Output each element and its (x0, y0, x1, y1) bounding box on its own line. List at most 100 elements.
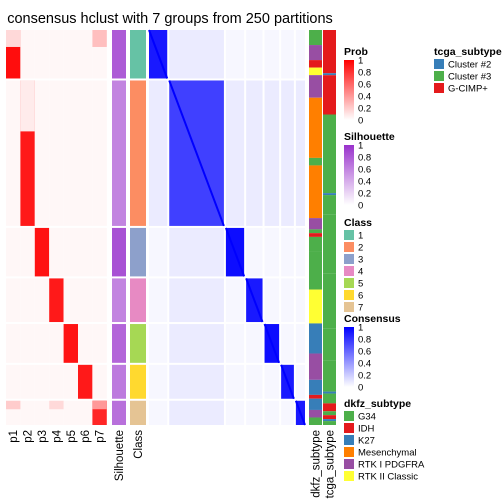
dkfz-subtype-legend-label-3: Mesenchymal (358, 448, 417, 459)
tcga-subtype-legend-swatch-2 (434, 83, 444, 93)
silhouette-class-7 (112, 400, 126, 425)
tcga-subtype-block-15 (323, 419, 336, 422)
consensus-block-5-7 (295, 324, 305, 363)
chart-title: consensus hclust with 7 groups from 250 … (7, 11, 333, 27)
membership-cell-p7-class-2 (92, 80, 107, 226)
tcga-subtype-legend-swatch-1 (434, 71, 444, 81)
silhouette-legend-title: Silhouette (344, 131, 395, 143)
membership-cell-p3-class-5 (34, 324, 50, 363)
dkfz-subtype-block-9 (309, 229, 322, 234)
consensus-block-7-4 (246, 400, 263, 425)
membership-cell-p7-class-4 (92, 278, 107, 323)
tcga-subtype-legend-label-0: Cluster #2 (448, 60, 491, 71)
dkfz-subtype-legend-label-5: RTK II Classic (358, 472, 418, 483)
membership-cell-p2-class-7 (20, 400, 35, 425)
consensus-block-2-5 (264, 80, 280, 226)
class-legend-label-5: 6 (358, 291, 363, 302)
membership-cell-p4-class-1 (49, 30, 64, 79)
membership-label-p2: p2 (23, 430, 35, 443)
consensus-block-3-2 (169, 227, 224, 277)
consensus-legend-tick-0: 1 (358, 323, 363, 334)
membership-cell-p5-class-7 (63, 400, 78, 425)
class-block-3 (130, 227, 146, 277)
prob-legend-tick-3: 0.4 (358, 92, 371, 103)
membership-cell-p5-class-5 (63, 324, 78, 363)
membership-cell-p2-class-5 (20, 324, 35, 363)
tcga-subtype-block-14 (323, 415, 336, 420)
tcga-subtype-block-10 (323, 391, 336, 394)
dkfz-subtype-block-17 (309, 394, 322, 399)
membership-label-p6: p6 (80, 430, 92, 443)
consensus-block-1-7 (295, 30, 305, 79)
membership-highlight-p1-class-7 (6, 400, 21, 410)
silhouette-class-4 (112, 278, 126, 323)
membership-cell-p6-class-4 (78, 278, 93, 323)
consensus-matrix (148, 29, 306, 426)
consensus-block-6-7 (295, 364, 305, 399)
dkfz-subtype-block-5 (309, 97, 322, 158)
dkfz-subtype-legend-swatch-3 (344, 447, 354, 457)
membership-cell-p6-class-7 (78, 400, 93, 425)
consensus-block-1-6 (281, 30, 294, 79)
dkfz-subtype-block-6 (309, 157, 322, 166)
consensus-legend-title: Consensus (344, 313, 401, 325)
silhouette-legend-tick-5: 0 (358, 201, 363, 212)
membership-cell-p3-class-7 (34, 400, 50, 425)
dkfz-subtype-block-8 (309, 218, 322, 230)
tcga-subtype-label: tcga_subtype (325, 430, 337, 498)
consensus-block-5-6 (281, 324, 294, 363)
silhouette-legend-tick-4: 0.2 (358, 189, 371, 200)
consensus-block-2-7 (295, 80, 305, 226)
dkfz-subtype-block-14 (309, 323, 322, 354)
class-legend-swatch-2 (344, 254, 354, 264)
legends: Prob10.80.60.40.20Silhouette10.80.60.40.… (344, 46, 502, 483)
consensus-diagonal-2 (168, 80, 225, 227)
tcga-subtype-block-12 (323, 403, 336, 412)
consensus-block-5-1 (149, 324, 168, 363)
consensus-block-6-5 (264, 364, 280, 399)
consensus-block-7-1 (149, 400, 168, 425)
dkfz-subtype-block-15 (309, 353, 322, 380)
dkfz-subtype-legend-swatch-2 (344, 435, 354, 445)
membership-label-p1: p1 (8, 430, 20, 443)
tcga-subtype-block-3 (323, 114, 336, 194)
class-legend-swatch-0 (344, 230, 354, 240)
membership-cell-p5-class-2 (63, 80, 78, 226)
consensus-block-2-4 (246, 80, 263, 226)
dkfz-subtype-block-16 (309, 379, 322, 395)
consensus-legend-tick-2: 0.6 (358, 347, 371, 358)
silhouette-bar (112, 30, 126, 425)
tcga-subtype-block-1 (323, 73, 336, 76)
prob-legend-title: Prob (344, 46, 368, 58)
dkfz-subtype-legend-swatch-1 (344, 423, 354, 433)
silhouette-class-5 (112, 324, 126, 363)
prob-legend-tick-4: 0.2 (358, 104, 371, 115)
dkfz-subtype-block-0 (309, 30, 322, 46)
membership-label-p3: p3 (37, 430, 49, 443)
prob-legend-tick-5: 0 (358, 116, 363, 127)
consensus-block-6-2 (169, 364, 224, 399)
membership-cell-p3-class-6 (34, 364, 50, 399)
class-legend-label-3: 4 (358, 267, 363, 278)
membership-cell-p1-class-5 (6, 324, 21, 363)
class-legend-label-0: 1 (358, 231, 363, 242)
membership-cell-p2-class-4 (20, 278, 35, 323)
membership-highlight-p7-class-7 (92, 400, 107, 410)
membership-cell-p6-class-6 (78, 364, 93, 399)
dkfz-subtype-legend-swatch-4 (344, 459, 354, 469)
consensus-block-1-4 (246, 30, 263, 79)
consensus-legend-gradient (344, 327, 354, 387)
dkfz-subtype-legend-swatch-5 (344, 471, 354, 481)
class-legend-label-2: 3 (358, 255, 363, 266)
membership-cell-p3-class-3 (34, 227, 50, 277)
consensus-block-5-2 (169, 324, 224, 363)
consensus-block-3-4 (246, 227, 263, 277)
membership-cell-p6-class-2 (78, 80, 93, 226)
silhouette-legend-tick-3: 0.4 (358, 177, 371, 188)
membership-cell-p5-class-3 (63, 227, 78, 277)
membership-highlight-p1-class-1 (6, 30, 21, 47)
consensus-block-7-6 (281, 400, 294, 425)
membership-cell-p7-class-3 (92, 227, 107, 277)
tcga-subtype-block-11 (323, 393, 336, 404)
dkfz-subtype-legend-title: dkfz_subtype (344, 398, 411, 410)
